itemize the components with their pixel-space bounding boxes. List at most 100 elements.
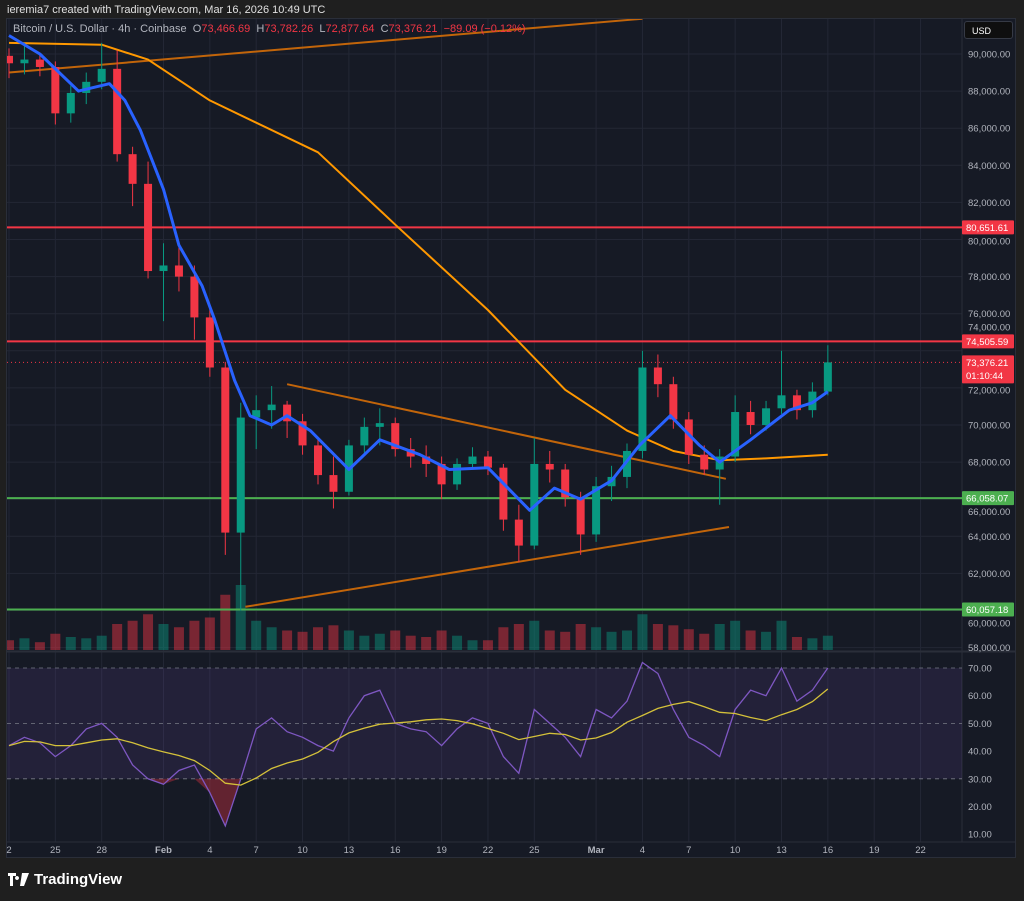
change-value: −89.09 (−0.12%) <box>443 23 526 35</box>
time-axis-label: Mar <box>588 845 605 856</box>
candle-body <box>422 456 431 464</box>
volume-bar <box>714 624 725 650</box>
price-level-badge <box>962 220 1014 235</box>
candle-body <box>514 519 523 546</box>
candle-body <box>298 421 307 446</box>
candle-body <box>159 265 168 272</box>
candle-body <box>792 395 801 411</box>
volume-bar <box>421 637 432 650</box>
low-value: 72,877.64 <box>325 23 375 35</box>
rsi-axis-label: 60.00 <box>968 691 992 702</box>
candle-body <box>437 463 446 485</box>
candle-body <box>653 367 662 385</box>
time-axis-label: 16 <box>823 845 834 856</box>
candle-body <box>20 59 29 64</box>
low-label: L <box>319 23 326 35</box>
candle-body <box>113 68 122 155</box>
time-axis-label: 10 <box>297 845 308 856</box>
volume-bar <box>776 620 787 650</box>
candle-body <box>252 410 261 418</box>
volume-bar <box>251 620 262 650</box>
candle-body <box>453 463 462 485</box>
candle-body <box>499 467 508 520</box>
candle-body <box>777 395 786 409</box>
close-value: 73,376.21 <box>388 23 438 35</box>
price-level-badge <box>962 334 1014 349</box>
candle-body <box>174 265 183 277</box>
price-level-badge-label: 60,057.18 <box>966 605 1008 616</box>
candle-body <box>7 55 13 64</box>
trendline <box>245 526 730 608</box>
price-axis-label: 58,000.00 <box>968 643 1010 654</box>
time-axis-label: 7 <box>254 845 259 856</box>
volume-bar <box>622 630 632 650</box>
candle-body <box>592 486 601 535</box>
tradingview-logo[interactable]: TradingView <box>8 871 122 888</box>
candle-body <box>97 68 106 82</box>
time-axis-label: 19 <box>869 845 880 856</box>
volume-bar <box>343 630 354 650</box>
price-axis-label: 84,000.00 <box>968 161 1010 172</box>
trendline <box>286 383 727 480</box>
volume-bar <box>7 640 14 650</box>
volume-bar <box>235 585 246 650</box>
candle-body <box>82 81 91 93</box>
rsi-axis-label: 50.00 <box>968 719 992 730</box>
candle-body <box>190 276 199 318</box>
volume-bar <box>730 620 741 650</box>
chart-panel[interactable] <box>6 18 1016 858</box>
candle-body <box>314 445 322 476</box>
price-axis-label: 82,000.00 <box>968 198 1010 209</box>
volume-bar <box>19 638 30 650</box>
volume-bar <box>173 627 184 650</box>
time-axis-label: 25 <box>529 845 540 856</box>
volume-bar <box>791 637 802 650</box>
fast-moving-average-line <box>8 34 829 512</box>
candle-body <box>823 362 832 392</box>
volume-bar <box>637 614 648 650</box>
rsi-axis-label: 10.00 <box>968 830 992 841</box>
open-label: O <box>192 23 202 35</box>
price-axis-label: 66,000.00 <box>968 507 1010 518</box>
currency-button[interactable]: USD <box>964 21 1013 39</box>
volume-bar <box>127 620 138 650</box>
candle-body <box>51 66 60 114</box>
rsi-oversold-fill <box>9 778 828 826</box>
volume-bar <box>498 627 509 650</box>
volume-bar <box>436 630 447 650</box>
price-axis-label: 76,000.00 <box>968 309 1010 320</box>
time-axis-label: 19 <box>436 845 447 856</box>
volume-bar <box>652 624 663 650</box>
volume-bar <box>544 630 555 650</box>
high-value: 73,782.26 <box>264 23 314 35</box>
time-axis-label: 10 <box>730 845 741 856</box>
candle-body <box>545 463 554 470</box>
symbol-title[interactable]: Bitcoin / U.S. Dollar · 4h · Coinbase <box>13 23 187 35</box>
time-axis-label: 28 <box>96 845 107 856</box>
time-axis-label: 22 <box>483 845 494 856</box>
time-axis-label: 16 <box>390 845 401 856</box>
time-axis-label: 25 <box>50 845 61 856</box>
price-axis-label: 86,000.00 <box>968 124 1010 135</box>
time-axis-label: 7 <box>686 845 691 856</box>
volume-bar <box>112 624 123 650</box>
volume-bar <box>560 631 571 650</box>
rsi-axis-label: 40.00 <box>968 747 992 758</box>
time-axis-label: 13 <box>776 845 787 856</box>
price-level-badge <box>962 602 1014 617</box>
rsi-axis-label: 70.00 <box>968 664 992 675</box>
candle-body <box>283 404 292 422</box>
volume-bar <box>34 642 45 650</box>
volume-bar <box>313 627 323 650</box>
time-axis-label: 2 <box>6 845 11 856</box>
time-axis-label: 4 <box>640 845 645 856</box>
rsi-line <box>8 661 829 828</box>
price-level-badge-label: 80,651.61 <box>966 223 1008 234</box>
candle-body <box>576 497 585 535</box>
candle-body <box>669 384 678 420</box>
candle-body <box>128 154 137 184</box>
price-axis-label: 78,000.00 <box>968 272 1010 283</box>
volume-bar <box>405 635 416 650</box>
price-axis-label: 70,000.00 <box>968 421 1010 432</box>
